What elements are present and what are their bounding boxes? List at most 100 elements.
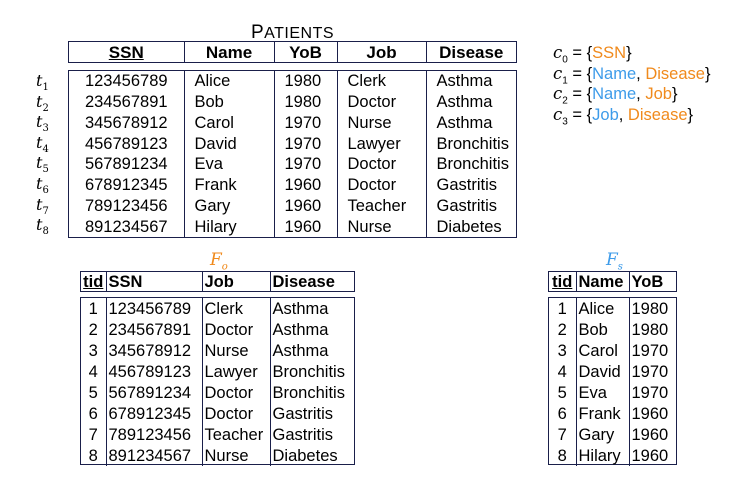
table-cell: 7	[88, 425, 98, 444]
table-cell: Doctor	[336, 91, 426, 113]
column-header-tid: tid	[83, 272, 104, 291]
table-cell: 1	[557, 299, 567, 318]
table-cell: 2	[557, 320, 567, 339]
table-cell: Doctor	[201, 382, 270, 403]
table-cell: Lawyer	[201, 361, 270, 382]
table-cell: David	[183, 133, 274, 154]
constraint-attribute: Disease	[627, 105, 688, 124]
table-cell: 1970	[273, 154, 337, 175]
fragment-o-body: 1 123456789 Clerk Asthma 2 234567891 Doctor Ast…	[80, 297, 355, 466]
table-cell: 456789123	[84, 134, 168, 153]
table-row: 8 Hilary 1960	[549, 445, 676, 466]
row-label: t4	[36, 132, 49, 155]
table-row: 3 Carol 1970	[549, 340, 676, 361]
fragment-o-title: Fo	[210, 250, 228, 273]
table-cell: Doctor	[336, 154, 426, 175]
table-cell: 678912345	[84, 176, 168, 195]
table-cell: 1960	[628, 424, 676, 445]
constraint-attribute: Job	[592, 105, 619, 124]
table-cell: 6	[557, 404, 567, 423]
table-cell: 123456789	[84, 72, 168, 91]
table-cell: 1960	[273, 216, 337, 237]
table-cell: 567891234	[84, 155, 168, 174]
constraint-item: c2 = {Name, Job}	[553, 84, 678, 107]
column-header-disease: Disease	[269, 272, 354, 291]
table-cell: 5	[557, 383, 567, 402]
table-cell: 6	[88, 404, 98, 423]
table-cell: 456789123	[105, 361, 202, 382]
table-cell: 1960	[273, 195, 337, 217]
table-cell: 3	[88, 341, 98, 360]
table-cell: Gastritis	[269, 424, 354, 445]
row-label: t6	[36, 173, 49, 197]
table-cell: Eva	[183, 154, 274, 175]
fragment-o-header: tid SSN Job Disease	[80, 271, 355, 292]
table-cell: Bronchitis	[425, 133, 516, 154]
table-cell: Bob	[183, 91, 274, 113]
table-cell: 4	[557, 362, 567, 381]
row-label: t7	[36, 194, 49, 217]
table-cell: Doctor	[201, 319, 270, 340]
constraint-item: c1 = {Name, Disease}	[553, 63, 711, 86]
table-cell: 1980	[273, 71, 337, 92]
table-cell: Clerk	[201, 298, 270, 319]
table-row: 6 Frank 1960	[549, 403, 676, 424]
table-cell: 8	[557, 446, 567, 465]
constraint-attribute: SSN	[592, 44, 627, 62]
table-cell: 345678912	[84, 113, 168, 132]
table-row: 567891234 Eva 1970 Doctor Bronchitis	[69, 154, 516, 175]
table-row: 456789123 David 1970 Lawyer Bronchitis	[69, 133, 516, 154]
column-header-yob: YoB	[273, 42, 337, 62]
table-row: 1 123456789 Clerk Asthma	[81, 298, 354, 319]
table-row: 2 234567891 Doctor Asthma	[81, 319, 354, 340]
table-cell: Bronchitis	[425, 154, 516, 175]
table-cell: 1960	[273, 174, 337, 196]
table-cell: Hilary	[183, 216, 274, 237]
table-cell: Nurse	[201, 340, 270, 361]
table-cell: 1970	[273, 112, 337, 134]
table-cell: 789123456	[105, 424, 202, 445]
row-label: t1	[36, 71, 49, 94]
table-cell: Teacher	[336, 195, 426, 217]
title-rest: ATIENTS	[264, 25, 335, 42]
table-cell: 891234567	[84, 217, 168, 236]
table-row: 5 Eva 1970	[549, 382, 676, 403]
table-cell: Nurse	[336, 112, 426, 134]
fragment-s-header: tid Name YoB	[548, 271, 677, 292]
table-cell: 1960	[628, 445, 676, 466]
table-cell: Gastritis	[425, 174, 516, 196]
table-cell: Teacher	[201, 424, 270, 445]
table-cell: Bronchitis	[269, 361, 354, 382]
column-header-name: Name	[575, 272, 629, 291]
table-cell: Nurse	[201, 445, 270, 466]
table-cell: 234567891	[84, 93, 168, 112]
table-row: 4 David 1970	[549, 361, 676, 382]
table-cell: Lawyer	[336, 133, 426, 154]
table-cell: 1	[88, 299, 98, 318]
constraint-attribute: Job	[645, 85, 672, 103]
table-cell: 1970	[628, 382, 676, 403]
patients-table-body: 123456789 Alice 1980 Clerk Asthma 234567891 Bo…	[68, 70, 517, 238]
table-row: 7 Gary 1960	[549, 424, 676, 445]
table-cell: Bob	[575, 319, 629, 340]
table-cell: 1960	[628, 403, 676, 424]
table-cell: Asthma	[425, 71, 516, 92]
table-cell: Hilary	[575, 445, 629, 466]
title-initial: P	[250, 22, 265, 43]
constraint-item: c3 = {Job, Disease}	[553, 104, 694, 127]
column-header-name: Name	[183, 42, 274, 62]
table-row: 5 567891234 Doctor Bronchitis	[81, 382, 354, 403]
table-cell: 1970	[273, 133, 337, 154]
table-cell: 567891234	[105, 382, 202, 403]
table-cell: Asthma	[269, 319, 354, 340]
table-cell: Frank	[183, 174, 274, 196]
table-cell: Frank	[575, 403, 629, 424]
table-cell: Bronchitis	[269, 382, 354, 403]
table-cell: Asthma	[269, 298, 354, 319]
table-cell: 234567891	[105, 319, 202, 340]
table-cell: Gary	[183, 195, 274, 217]
fragment-s-body: 1 Alice 1980 2 Bob 1980 3 Carol 1970 4 David 1970 5 E…	[548, 297, 677, 466]
table-cell: Gastritis	[269, 403, 354, 424]
table-cell: 2	[88, 320, 98, 339]
constraint-item: c0 = {SSN}	[553, 43, 632, 66]
